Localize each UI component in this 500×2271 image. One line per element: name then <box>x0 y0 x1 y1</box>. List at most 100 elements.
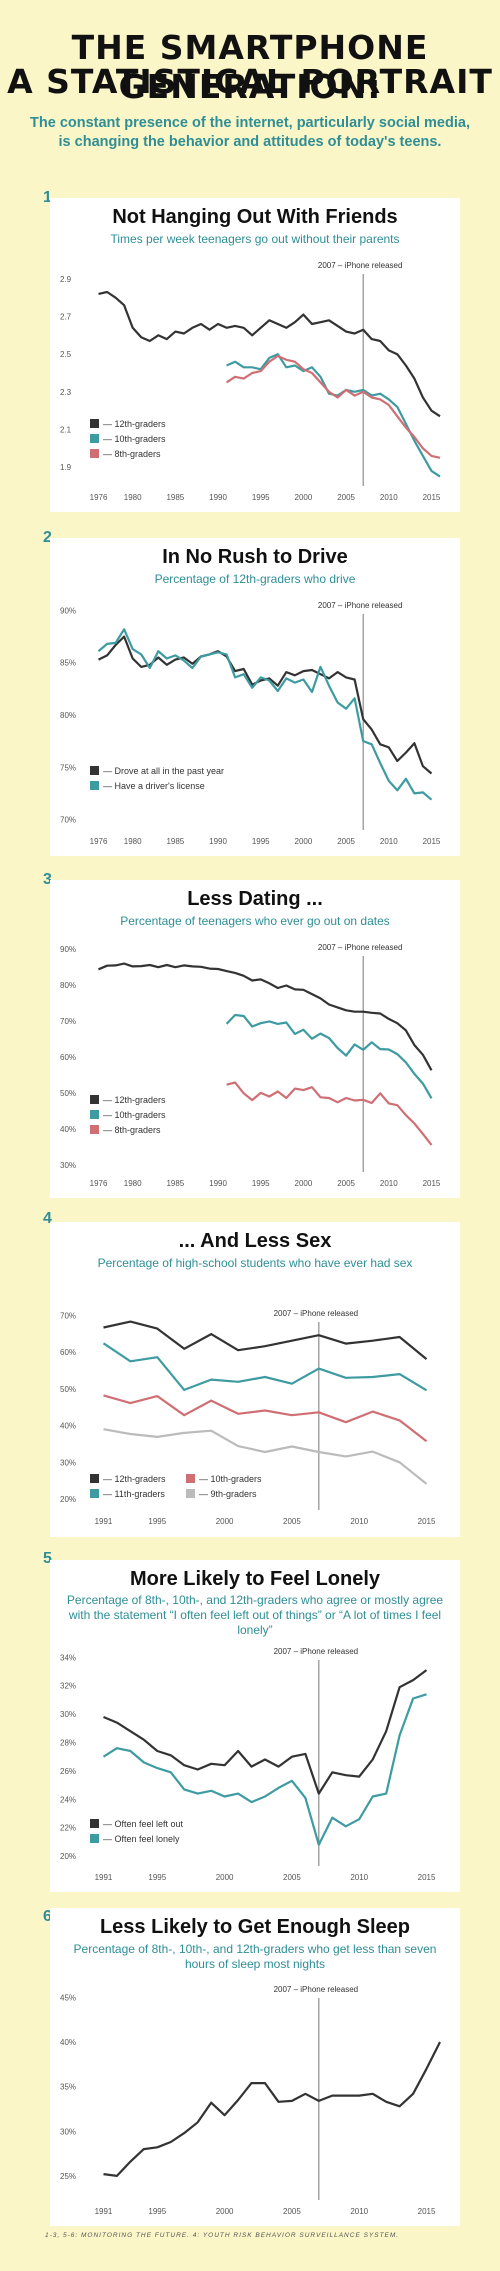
x-tick-label: 2015 <box>418 1517 436 1526</box>
legend-label: — 10th-graders <box>199 1474 262 1484</box>
x-tick-label: 2005 <box>337 837 355 846</box>
series-line <box>98 635 433 775</box>
iphone-release-label: 2007 – iPhone released <box>274 1985 359 1994</box>
iphone-release-label: 2007 – iPhone released <box>274 1647 359 1656</box>
x-tick-label: 1995 <box>148 1517 166 1526</box>
panel-dating: Less Dating ... Percentage of teenagers … <box>50 880 460 1198</box>
panel-number: 5 <box>43 1550 52 1567</box>
y-tick-label: 40% <box>60 2038 76 2047</box>
legend-label: — Often feel left out <box>103 1819 184 1829</box>
y-tick-label: 30% <box>60 2127 76 2136</box>
x-tick-label: 1991 <box>95 1873 113 1882</box>
x-tick-label: 2000 <box>216 1517 234 1526</box>
legend-swatch <box>90 781 99 790</box>
panel-hanging-out: Not Hanging Out With Friends Times per w… <box>50 198 460 512</box>
legend-swatch <box>90 1489 99 1498</box>
y-tick-label: 20% <box>60 1495 76 1504</box>
y-tick-label: 45% <box>60 1993 76 2002</box>
legend-label: — 10th-graders <box>103 434 166 444</box>
panel-title: Less Likely to Get Enough Sleep <box>99 1916 411 1938</box>
y-tick-label: 70% <box>60 1311 76 1320</box>
y-tick-label: 2.5 <box>60 350 72 359</box>
legend-label: — 12th-graders <box>103 419 166 429</box>
panel-number: 1 <box>43 189 52 206</box>
y-tick-label: 26% <box>60 1767 76 1776</box>
panel-number: 4 <box>43 1210 52 1227</box>
series-line <box>102 1342 428 1392</box>
x-tick-label: 2010 <box>380 493 398 502</box>
x-tick-label: 2010 <box>350 1873 368 1882</box>
panel-number: 3 <box>43 871 52 888</box>
y-tick-label: 40% <box>60 1422 76 1431</box>
panel-subtitle: Percentage of 12th-graders who drive <box>154 572 356 586</box>
x-tick-label: 2000 <box>295 493 313 502</box>
x-tick-label: 2010 <box>350 2207 368 2216</box>
y-tick-label: 60% <box>60 1348 76 1357</box>
y-tick-label: 32% <box>60 1682 76 1691</box>
chart-hanging-out: 2.9 2.7 2.5 2.3 2.1 1.9 1976 1980 1985 1990 1995 20… <box>60 261 441 502</box>
panel-title: In No Rush to Drive <box>162 546 348 568</box>
y-tick-label: 2.9 <box>60 275 72 284</box>
legend-label: — 10th-graders <box>103 1110 166 1120</box>
y-tick-label: 34% <box>60 1653 76 1662</box>
x-tick-label: 2000 <box>295 837 313 846</box>
legend-swatch <box>90 1834 99 1843</box>
series-line <box>98 962 433 1071</box>
panel-subtitle: Percentage of high-school students who h… <box>97 1256 413 1270</box>
iphone-release-label: 2007 – iPhone released <box>274 1309 359 1318</box>
title-line-2: A STATISTICAL PORTRAIT <box>7 62 493 101</box>
x-tick-label: 2005 <box>283 1873 301 1882</box>
panel-subtitle: Percentage of 8th-, 10th-, and 12th-grad… <box>66 1593 444 1637</box>
chart-sleep: 45% 40% 35% 30% 25% 1991 1995 2000 2005 2010 2015 2… <box>60 1985 441 2216</box>
legend-swatch <box>90 419 99 428</box>
x-tick-label: 1995 <box>252 493 270 502</box>
panel-title: Less Dating ... <box>187 888 323 910</box>
x-tick-label: 1995 <box>148 1873 166 1882</box>
y-tick-label: 80% <box>60 981 76 990</box>
x-tick-label: 1976 <box>90 1179 108 1188</box>
iphone-release-label: 2007 – iPhone released <box>318 943 403 952</box>
series-line <box>98 290 441 418</box>
x-tick-label: 2015 <box>423 837 441 846</box>
panel-number: 2 <box>43 529 52 546</box>
series-line <box>226 1081 433 1146</box>
series-line <box>103 1320 428 1360</box>
panel-title: ... And Less Sex <box>178 1230 332 1252</box>
y-tick-label: 2.3 <box>60 388 72 397</box>
panel-subtitle: Percentage of teenagers who ever go out … <box>120 914 390 928</box>
y-tick-label: 2.7 <box>60 313 72 322</box>
legend-swatch <box>186 1474 195 1483</box>
chart-dating: 90% 80% 70% 60% 50% 40% 30% 1976 1980 1985 1990 199… <box>60 943 441 1188</box>
panel-subtitle: Times per week teenagers go out without … <box>110 232 400 246</box>
x-tick-label: 1990 <box>209 1179 227 1188</box>
y-tick-label: 90% <box>60 945 76 954</box>
x-tick-label: 2015 <box>418 1873 436 1882</box>
x-tick-label: 1991 <box>95 2207 113 2216</box>
series-line <box>103 1428 428 1485</box>
x-tick-label: 2010 <box>350 1517 368 1526</box>
title-line-1: THE SMARTPHONE GENERATION: <box>71 28 429 106</box>
legend-swatch <box>90 1819 99 1828</box>
y-tick-label: 85% <box>60 659 76 668</box>
legend-swatch <box>90 1474 99 1483</box>
series-line <box>225 354 441 459</box>
x-tick-label: 1980 <box>124 1179 142 1188</box>
x-tick-label: 2005 <box>283 2207 301 2216</box>
x-tick-label: 1995 <box>252 1179 270 1188</box>
y-tick-label: 80% <box>60 711 76 720</box>
iphone-release-label: 2007 – iPhone released <box>318 261 403 270</box>
legend-swatch <box>90 766 99 775</box>
chart-sex: 70% 60% 50% 40% 30% 20% 1991 1995 2000 2005 2010 20… <box>60 1309 436 1526</box>
panel-sleep: Less Likely to Get Enough Sleep Percenta… <box>50 1908 460 2226</box>
x-tick-label: 2000 <box>295 1179 313 1188</box>
y-tick-label: 75% <box>60 763 76 772</box>
series-line <box>103 1394 428 1443</box>
legend-swatch <box>186 1489 195 1498</box>
panel-title: Not Hanging Out With Friends <box>112 206 398 228</box>
x-tick-label: 1985 <box>166 1179 184 1188</box>
panel-sex: ... And Less Sex Percentage of high-scho… <box>50 1222 460 1537</box>
legend-swatch <box>90 1110 99 1119</box>
chart-lonely: 34% 32% 30% 28% 26% 24% 22% 20% 1991 1995 2000 2005… <box>60 1647 436 1882</box>
series-line <box>97 628 433 801</box>
x-tick-label: 1985 <box>166 493 184 502</box>
